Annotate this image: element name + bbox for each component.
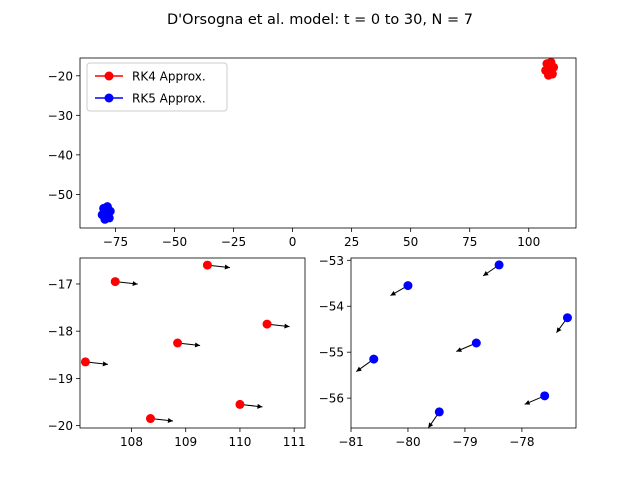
legend-label: RK5 Approx. [132,92,206,106]
data-point [543,70,553,80]
legend-marker [104,93,114,103]
x-tick-label: 111 [283,435,306,449]
x-tick-label: 50 [403,235,418,249]
x-tick-label: −80 [395,435,420,449]
y-tick-label: −17 [48,277,73,291]
y-tick-label: −40 [48,148,73,162]
x-tick-label: 108 [120,435,143,449]
data-point [100,214,110,224]
x-tick-label: 25 [344,235,359,249]
y-tick-label: −30 [48,109,73,123]
data-point [403,281,413,291]
data-point [80,357,90,367]
y-tick-label: −20 [48,419,73,433]
rk4-zoom-axes: 108 109 110 111 −17 −18 −19 −20 [48,257,306,449]
axes-frame [79,57,577,229]
data-point [562,313,572,323]
y-tick-label: −54 [319,300,344,314]
data-point [262,319,272,329]
data-point [110,277,120,287]
data-point [173,338,183,348]
x-tick-label: 100 [517,235,540,249]
legend-marker [104,71,114,81]
x-tick-label: −50 [162,235,187,249]
data-point [471,338,481,348]
x-tick-label: −25 [221,235,246,249]
overview-axes: −75 −50 −25 0 25 50 75 100 −20 −30 −40 −50 RK4 Appro… [48,57,577,249]
data-point [202,260,212,270]
y-tick-label: −55 [319,346,344,360]
y-tick-label: −53 [319,254,344,268]
y-tick-label: −50 [48,188,73,202]
x-tick-label: 75 [462,235,477,249]
rk5-zoom-axes: −81 −80 −79 −78 −53 −54 −55 −56 [319,254,577,449]
x-tick-label: −79 [452,435,477,449]
x-tick-label: −78 [509,435,534,449]
y-tick-label: −18 [48,325,73,339]
data-point [369,354,379,364]
axes-frame [79,257,306,429]
y-tick-label: −56 [319,392,344,406]
figure-title: D'Orsogna et al. model: t = 0 to 30, N =… [167,12,473,28]
x-tick-label: −81 [338,435,363,449]
x-tick-label: 110 [228,435,251,449]
data-point [145,414,155,424]
data-point [235,399,245,409]
legend-label: RK4 Approx. [132,70,206,84]
y-tick-label: −19 [48,372,73,386]
y-tick-label: −20 [48,69,73,83]
x-tick-label: −75 [103,235,128,249]
data-point [540,391,550,401]
data-point [434,407,444,417]
data-point [494,260,504,270]
x-tick-label: 0 [289,235,297,249]
x-tick-label: 109 [174,435,197,449]
legend: RK4 Approx. RK5 Approx. [86,62,228,112]
axes-frame [350,257,577,429]
